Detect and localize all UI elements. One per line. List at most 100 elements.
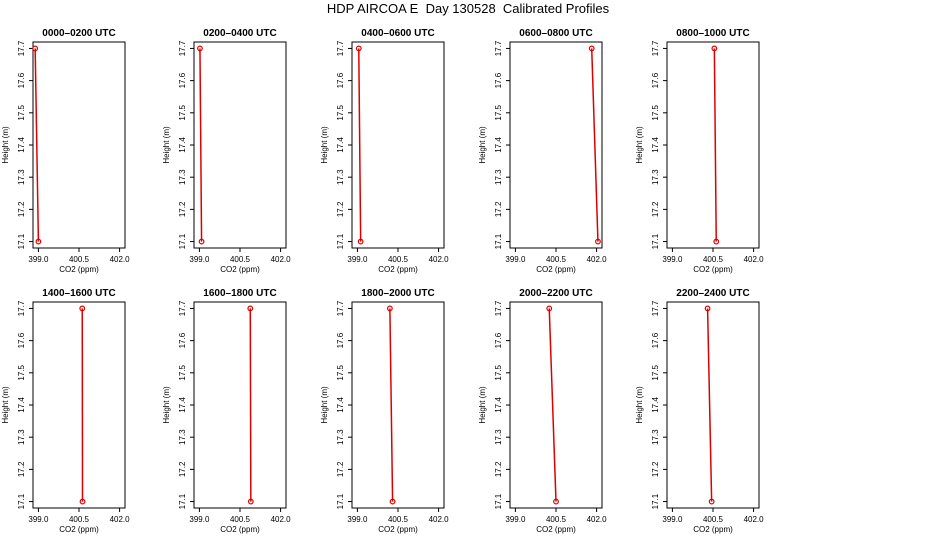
y-tick-label: 17.6	[651, 332, 660, 348]
y-tick-label: 17.4	[17, 397, 26, 413]
x-tick-label: 399.0	[505, 255, 526, 264]
panel-title: 0200–0400 UTC	[203, 28, 276, 39]
y-tick-label: 17.2	[178, 461, 187, 477]
y-tick-label: 17.3	[178, 429, 187, 445]
data-point	[198, 238, 205, 245]
panel-title: 1800–2000 UTC	[361, 288, 434, 299]
y-tick-label: 17.6	[494, 332, 503, 348]
data-point	[355, 45, 362, 52]
data-point	[79, 498, 86, 505]
y-tick-label: 17.6	[336, 72, 345, 88]
series-line	[548, 308, 557, 502]
x-tick-label: 399.0	[347, 255, 368, 264]
y-tick-label: 17.7	[651, 300, 660, 316]
y-tick-label: 17.6	[17, 332, 26, 348]
data-point	[588, 45, 595, 52]
x-tick-label: 400.5	[703, 515, 724, 524]
x-tick-label: 400.5	[388, 515, 409, 524]
x-axis-label: CO2 (ppm)	[536, 525, 576, 534]
y-tick-label: 17.3	[336, 169, 345, 185]
y-tick-label: 17.5	[494, 104, 503, 120]
y-tick-label: 17.1	[651, 233, 660, 249]
y-tick-label: 17.5	[651, 364, 660, 380]
series-line	[199, 48, 203, 242]
x-tick-label: 400.5	[69, 515, 90, 524]
x-tick-label: 400.5	[230, 515, 251, 524]
y-tick-label: 17.5	[17, 104, 26, 120]
y-tick-label: 17.2	[17, 201, 26, 217]
data-point	[553, 498, 559, 505]
y-axis-label: Height (m)	[478, 386, 487, 424]
x-tick-label: 399.0	[28, 255, 49, 264]
chart-panel: 2000–2200 UTC 399.0 400.5 402.0 CO2 (ppm) 17.…	[478, 288, 607, 534]
plot-frame	[509, 301, 603, 509]
y-tick-label: 17.2	[494, 201, 503, 217]
panel-title: 0600–0800 UTC	[519, 28, 592, 39]
y-tick-label: 17.1	[651, 493, 660, 509]
data-point	[247, 498, 254, 505]
y-tick-label: 17.6	[651, 72, 660, 88]
x-tick-label: 402.0	[744, 255, 765, 264]
x-tick-label: 402.0	[587, 515, 608, 524]
y-tick-label: 17.2	[494, 461, 503, 477]
x-tick-label: 399.0	[662, 515, 683, 524]
y-tick-label: 17.2	[178, 201, 187, 217]
y-tick-label: 17.3	[494, 429, 503, 445]
panel-title: 0000–0200 UTC	[42, 28, 115, 39]
y-tick-label: 17.1	[178, 493, 187, 509]
y-tick-label: 17.5	[17, 364, 26, 380]
y-axis-label: Height (m)	[635, 126, 644, 164]
data-point	[389, 498, 396, 505]
y-tick-label: 17.6	[336, 332, 345, 348]
x-axis-label: CO2 (ppm)	[693, 525, 733, 534]
series-line	[590, 48, 599, 242]
x-tick-label: 400.5	[388, 255, 409, 264]
data-point	[704, 305, 711, 312]
series-line	[706, 308, 713, 502]
plot-frame	[509, 41, 603, 249]
y-tick-label: 17.3	[17, 169, 26, 185]
y-axis-label: Height (m)	[320, 386, 329, 424]
y-tick-label: 17.3	[494, 169, 503, 185]
y-tick-label: 17.5	[178, 364, 187, 380]
y-tick-label: 17.5	[336, 104, 345, 120]
data-point	[386, 305, 393, 312]
y-tick-label: 17.7	[651, 40, 660, 56]
x-tick-label: 399.0	[189, 515, 210, 524]
plot-frame	[666, 41, 760, 249]
x-tick-label: 402.0	[110, 515, 131, 524]
data-point	[595, 238, 601, 245]
y-tick-label: 17.3	[651, 169, 660, 185]
x-tick-label: 402.0	[587, 255, 608, 264]
y-tick-label: 17.4	[17, 137, 26, 153]
y-tick-label: 17.4	[336, 137, 345, 153]
y-tick-label: 17.7	[17, 300, 26, 316]
x-axis-label: CO2 (ppm)	[220, 265, 260, 274]
y-tick-label: 17.2	[336, 201, 345, 217]
y-tick-label: 17.3	[178, 169, 187, 185]
x-tick-label: 399.0	[347, 515, 368, 524]
y-tick-label: 17.7	[336, 40, 345, 56]
y-tick-label: 17.3	[17, 429, 26, 445]
y-tick-label: 17.5	[494, 364, 503, 380]
y-tick-label: 17.1	[336, 493, 345, 509]
x-tick-label: 400.5	[69, 255, 90, 264]
y-tick-label: 17.1	[17, 493, 26, 509]
data-point	[35, 238, 42, 245]
series-line	[713, 48, 717, 242]
chart-panel: 0000–0200 UTC 399.0 400.5 402.0 CO2 (ppm) 17.…	[1, 28, 130, 274]
y-tick-label: 17.2	[336, 461, 345, 477]
y-tick-label: 17.2	[651, 461, 660, 477]
panel-title: 0400–0600 UTC	[361, 28, 434, 39]
plot-frame	[32, 41, 126, 249]
panel-title: 0800–1000 UTC	[676, 28, 749, 39]
plot-frame	[666, 301, 760, 509]
y-axis-label: Height (m)	[635, 386, 644, 424]
y-tick-label: 17.6	[17, 72, 26, 88]
y-tick-label: 17.7	[494, 300, 503, 316]
data-point	[546, 305, 553, 312]
series-line	[358, 48, 362, 242]
y-axis-label: Height (m)	[162, 386, 171, 424]
plot-frame	[32, 301, 126, 509]
